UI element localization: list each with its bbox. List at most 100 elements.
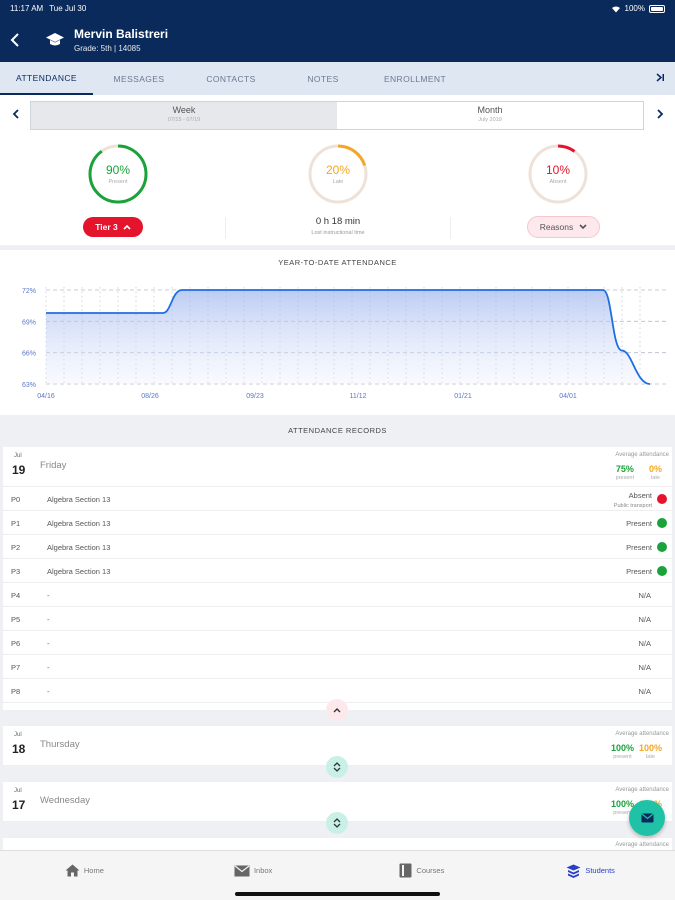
- battery-icon: [649, 4, 665, 13]
- period-row[interactable]: P5 - N/A: [3, 607, 672, 631]
- day-number: 18: [12, 742, 26, 756]
- chevron-down-icon: [579, 224, 587, 230]
- bottom-navigation: Home Inbox Courses Students: [0, 850, 675, 900]
- average-late: 100%late: [639, 743, 662, 760]
- tab-notes[interactable]: NOTES: [307, 73, 339, 84]
- chevron-left-icon: [10, 32, 19, 47]
- back-button[interactable]: [2, 17, 28, 62]
- average-late-label: late: [651, 475, 660, 481]
- reasons-button[interactable]: Reasons: [527, 216, 600, 238]
- nav-home[interactable]: Home: [0, 851, 169, 900]
- status-bar: 11:17 AM Tue Jul 30 100%: [0, 0, 675, 17]
- y-tick-label: 72%: [22, 288, 36, 295]
- tab-contacts[interactable]: CONTACTS: [206, 73, 256, 84]
- period-class: Algebra Section 13: [47, 567, 111, 576]
- book-icon: [399, 863, 412, 878]
- day-card: Average attendance: [3, 838, 672, 850]
- y-tick-label: 63%: [22, 382, 36, 389]
- day-card: Jul 19 Friday Average attendance 75% pres…: [3, 447, 672, 710]
- period-row[interactable]: P3 Algebra Section 13 Present: [3, 559, 672, 583]
- chevron-left-icon: [12, 109, 19, 119]
- status-dot-icon: [657, 494, 667, 504]
- period-class: -: [47, 591, 50, 600]
- attendance-summary: Week 07/15 - 07/19 Month July 2019 90% P…: [0, 95, 675, 245]
- period-note: Public transport: [613, 503, 652, 509]
- period-status: N/A: [638, 591, 651, 600]
- segment-month[interactable]: Month July 2019: [337, 102, 643, 129]
- period-class: -: [47, 663, 50, 672]
- period-class: -: [47, 687, 50, 696]
- average-late-value: 0%: [648, 464, 662, 474]
- segment-week[interactable]: Week 07/15 - 07/19: [31, 102, 337, 129]
- records-title: ATTENDANCE RECORDS: [288, 426, 387, 435]
- divider: [450, 217, 451, 239]
- y-tick-label: 66%: [22, 351, 36, 358]
- chevron-right-icon: [656, 109, 663, 119]
- expand-icon: [333, 818, 341, 828]
- day-month: Jul: [14, 732, 22, 738]
- average-attendance-label: Average attendance: [615, 731, 669, 737]
- compose-message-button[interactable]: [629, 800, 665, 836]
- day-name: Wednesday: [40, 795, 90, 806]
- nav-inbox[interactable]: Inbox: [169, 851, 338, 900]
- day-name: Friday: [40, 460, 67, 471]
- tier-button[interactable]: Tier 3: [83, 217, 143, 237]
- average-present: 100% present: [611, 743, 634, 760]
- period-class: Algebra Section 13: [47, 495, 111, 504]
- day-number: 19: [12, 463, 26, 477]
- period-id: P0: [11, 495, 21, 504]
- tab-attendance[interactable]: ATTENDANCE: [0, 62, 93, 95]
- lost-time-label: Lost instructional time: [311, 230, 365, 236]
- expand-button[interactable]: [326, 756, 348, 778]
- period-row[interactable]: P7 - N/A: [3, 655, 672, 679]
- segment-month-label: Month: [477, 105, 503, 115]
- period-class: -: [47, 639, 50, 648]
- status-dot-icon: [657, 518, 667, 528]
- period-class: Algebra Section 13: [47, 519, 111, 528]
- average-attendance-label: Average attendance: [615, 452, 669, 458]
- average-present-value: 100%: [610, 799, 634, 809]
- expand-icon: [333, 762, 341, 772]
- status-date: Tue Jul 30: [49, 4, 87, 13]
- period-row[interactable]: P4 - N/A: [3, 583, 672, 607]
- expand-button[interactable]: [326, 812, 348, 834]
- chart-area: [46, 290, 650, 384]
- day-number: 17: [12, 798, 26, 812]
- average-present-label: present: [613, 754, 632, 760]
- home-icon: [65, 864, 80, 877]
- nav-courses-label: Courses: [416, 866, 445, 875]
- reasons-label: Reasons: [539, 222, 574, 232]
- period-status: N/A: [638, 687, 651, 696]
- tab-enrollment[interactable]: ENROLLMENT: [383, 73, 447, 84]
- absent-percent: 10%: [545, 163, 571, 177]
- late-label: Late: [332, 179, 344, 185]
- more-tabs-button[interactable]: [645, 72, 675, 85]
- battery-percent: 100%: [624, 4, 645, 13]
- segment-month-range: July 2019: [478, 117, 502, 123]
- period-row[interactable]: P2 Algebra Section 13 Present: [3, 535, 672, 559]
- nav-home-label: Home: [83, 866, 104, 875]
- previous-period-button[interactable]: [5, 106, 25, 122]
- period-status: Present: [626, 543, 652, 552]
- period-row[interactable]: P1 Algebra Section 13 Present: [3, 511, 672, 535]
- nav-courses[interactable]: Courses: [338, 851, 507, 900]
- next-period-button[interactable]: [650, 106, 670, 122]
- period-status-value: Absent: [628, 491, 652, 500]
- chevron-up-icon: [333, 708, 341, 713]
- status-dot-icon: [657, 566, 667, 576]
- graduation-cap-icon: [44, 29, 66, 51]
- period-id: P1: [11, 519, 21, 528]
- ring-progress: [308, 144, 368, 204]
- average-present-value: 100%: [610, 743, 634, 753]
- period-row[interactable]: P0 Algebra Section 13 Absent Public transpo…: [3, 487, 672, 511]
- x-tick-label: 09/23: [246, 393, 264, 400]
- tab-messages[interactable]: MESSAGES: [113, 73, 165, 84]
- period-id: P3: [11, 567, 21, 576]
- students-icon: [566, 864, 581, 878]
- period-row[interactable]: P6 - N/A: [3, 631, 672, 655]
- status-dot-icon: [657, 542, 667, 552]
- nav-students[interactable]: Students: [506, 851, 675, 900]
- lost-time-value: 0 h 18 min: [315, 216, 361, 227]
- collapse-button[interactable]: [326, 699, 348, 721]
- period-id: P8: [11, 687, 21, 696]
